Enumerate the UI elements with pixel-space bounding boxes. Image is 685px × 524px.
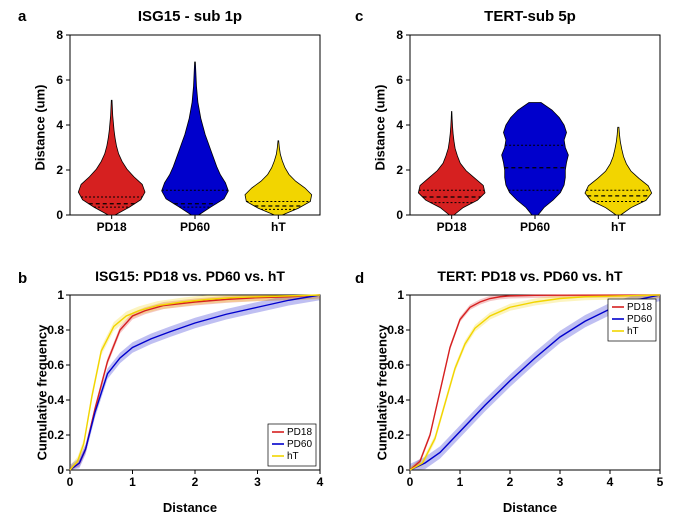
svg-text:6: 6 [56, 73, 63, 87]
panel-d-xlabel: Distance [400, 500, 660, 515]
cdf-plot-b: 00.20.40.60.8101234PD18PD60hT [65, 290, 325, 490]
svg-text:0.8: 0.8 [47, 323, 64, 337]
violin-hT [245, 141, 312, 215]
svg-text:0: 0 [57, 463, 64, 477]
svg-text:0.4: 0.4 [387, 393, 404, 407]
svg-text:8: 8 [56, 28, 63, 42]
svg-text:4: 4 [56, 118, 63, 132]
svg-text:0.2: 0.2 [47, 428, 64, 442]
violin-PD18 [78, 100, 145, 215]
panel-d-title: TERT: PD18 vs. PD60 vs. hT [400, 268, 660, 284]
svg-text:0: 0 [397, 463, 404, 477]
violin-plot-c: 02468PD18PD60hT [405, 30, 665, 240]
legend-label-PD18: PD18 [287, 427, 312, 438]
svg-text:8: 8 [396, 28, 403, 42]
panel-b-xlabel: Distance [60, 500, 320, 515]
legend-label-hT: hT [287, 451, 299, 462]
panel-c-label: c [355, 8, 363, 25]
svg-text:2: 2 [56, 163, 63, 177]
svg-text:1: 1 [57, 288, 64, 302]
cdf-plot-d: 00.20.40.60.81012345PD18PD60hT [405, 290, 665, 490]
violin-PD60 [502, 103, 569, 216]
svg-text:6: 6 [396, 73, 403, 87]
svg-text:0: 0 [56, 208, 63, 222]
legend-label-PD60: PD60 [627, 314, 652, 325]
svg-text:0.6: 0.6 [387, 358, 404, 372]
svg-text:0: 0 [67, 475, 74, 489]
svg-text:5: 5 [657, 475, 664, 489]
svg-text:2: 2 [507, 475, 514, 489]
svg-text:2: 2 [396, 163, 403, 177]
svg-text:1: 1 [457, 475, 464, 489]
panel-a-title: ISG15 - sub 1p [60, 8, 320, 25]
violin-plot-a: 02468PD18PD60hT [65, 30, 325, 240]
category-label-PD18: PD18 [437, 220, 467, 234]
category-label-PD60: PD60 [180, 220, 210, 234]
panel-a-label: a [18, 8, 26, 25]
panel-c-ylabel: Distance (um) [373, 68, 388, 188]
svg-text:0.6: 0.6 [47, 358, 64, 372]
violin-PD18 [418, 112, 485, 216]
panel-b-title: ISG15: PD18 vs. PD60 vs. hT [60, 268, 320, 284]
svg-text:4: 4 [317, 475, 324, 489]
svg-text:0.8: 0.8 [387, 323, 404, 337]
svg-text:0.4: 0.4 [47, 393, 64, 407]
panel-b-label: b [18, 270, 27, 287]
svg-text:1: 1 [397, 288, 404, 302]
panel-a-ylabel: Distance (um) [33, 68, 48, 188]
svg-text:3: 3 [254, 475, 261, 489]
svg-text:4: 4 [396, 118, 403, 132]
legend-label-hT: hT [627, 326, 639, 337]
category-label-hT: hT [611, 220, 626, 234]
panel-c-title: TERT-sub 5p [400, 8, 660, 25]
panel-d-label: d [355, 270, 364, 287]
svg-text:2: 2 [192, 475, 199, 489]
legend-label-PD60: PD60 [287, 439, 312, 450]
svg-text:1: 1 [129, 475, 136, 489]
svg-text:0: 0 [396, 208, 403, 222]
category-label-PD60: PD60 [520, 220, 550, 234]
category-label-PD18: PD18 [97, 220, 127, 234]
svg-text:3: 3 [557, 475, 564, 489]
svg-text:0.2: 0.2 [387, 428, 404, 442]
legend-label-PD18: PD18 [627, 302, 652, 313]
svg-text:0: 0 [407, 475, 414, 489]
svg-text:4: 4 [607, 475, 614, 489]
category-label-hT: hT [271, 220, 286, 234]
violin-PD60 [162, 62, 229, 215]
